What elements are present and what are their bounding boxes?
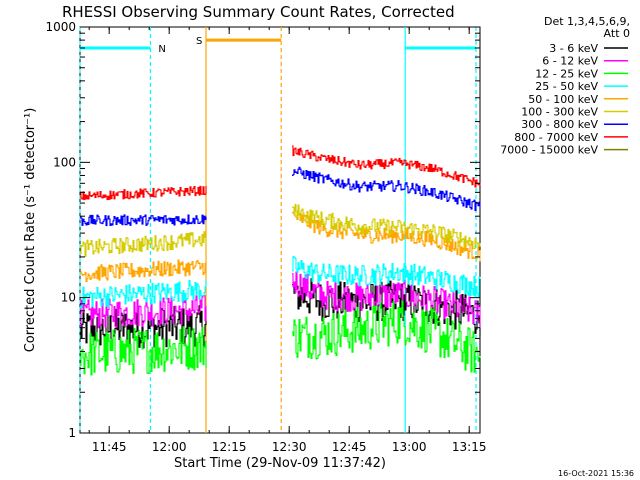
plot-area (79, 26, 481, 434)
observing-flags: NS (79, 27, 477, 433)
series-line-100-300-kev (80, 203, 481, 257)
y-tick-label: 1000 (45, 20, 76, 34)
x-axis-label: Start Time (29-Nov-09 11:37:42) (174, 456, 386, 471)
y-tick-label: 10 (61, 291, 76, 305)
x-tick-label: 12:15 (212, 440, 247, 454)
x-tick-label: 11:45 (92, 440, 127, 454)
x-tick-label: 13:15 (452, 440, 487, 454)
legend-label: 50 - 100 keV (528, 93, 598, 106)
legend-attenuator: Att 0 (604, 27, 630, 40)
y-tick-label: 1 (68, 426, 76, 440)
x-tick-label: 12:45 (332, 440, 367, 454)
legend-label: 25 - 50 keV (535, 80, 598, 93)
data-series (80, 145, 481, 376)
legend-label: 100 - 300 keV (521, 106, 598, 119)
legend-detectors: Det 1,3,4,5,6,9, (544, 15, 630, 28)
y-axis-label: Corrected Count Rate (s⁻¹ detector⁻¹) (23, 108, 38, 353)
generation-date: 16-Oct-2021 15:36 (558, 469, 634, 478)
legend-label: 6 - 12 keV (542, 55, 598, 68)
chart-title: RHESSI Observing Summary Count Rates, Co… (62, 3, 455, 21)
flag-label: S (196, 36, 202, 47)
legend-label: 800 - 7000 keV (514, 131, 598, 144)
legend-label: 300 - 800 keV (521, 118, 598, 131)
x-tick-label: 12:30 (272, 440, 307, 454)
legend-label: 3 - 6 keV (549, 42, 598, 55)
series-line-300-800-kev (80, 166, 481, 227)
x-tick-label: 13:00 (392, 440, 427, 454)
legend-label: 7000 - 15000 keV (500, 144, 598, 157)
series-line-50-100-kev (80, 210, 481, 282)
series-line-800-7000-kev (80, 145, 481, 201)
flag-label: N (158, 44, 165, 55)
x-tick-label: 12:00 (152, 440, 187, 454)
axes: 11:45 12:00 12:15 12:30 12:45 13:00 13:15 1 10 10… (45, 20, 486, 454)
legend-label: 12 - 25 keV (535, 67, 598, 80)
series-line-25-50-kev (80, 256, 481, 309)
series-line-6-12-kev (80, 271, 481, 329)
series-line-12-25-kev (80, 300, 481, 376)
y-tick-label: 100 (53, 155, 76, 169)
